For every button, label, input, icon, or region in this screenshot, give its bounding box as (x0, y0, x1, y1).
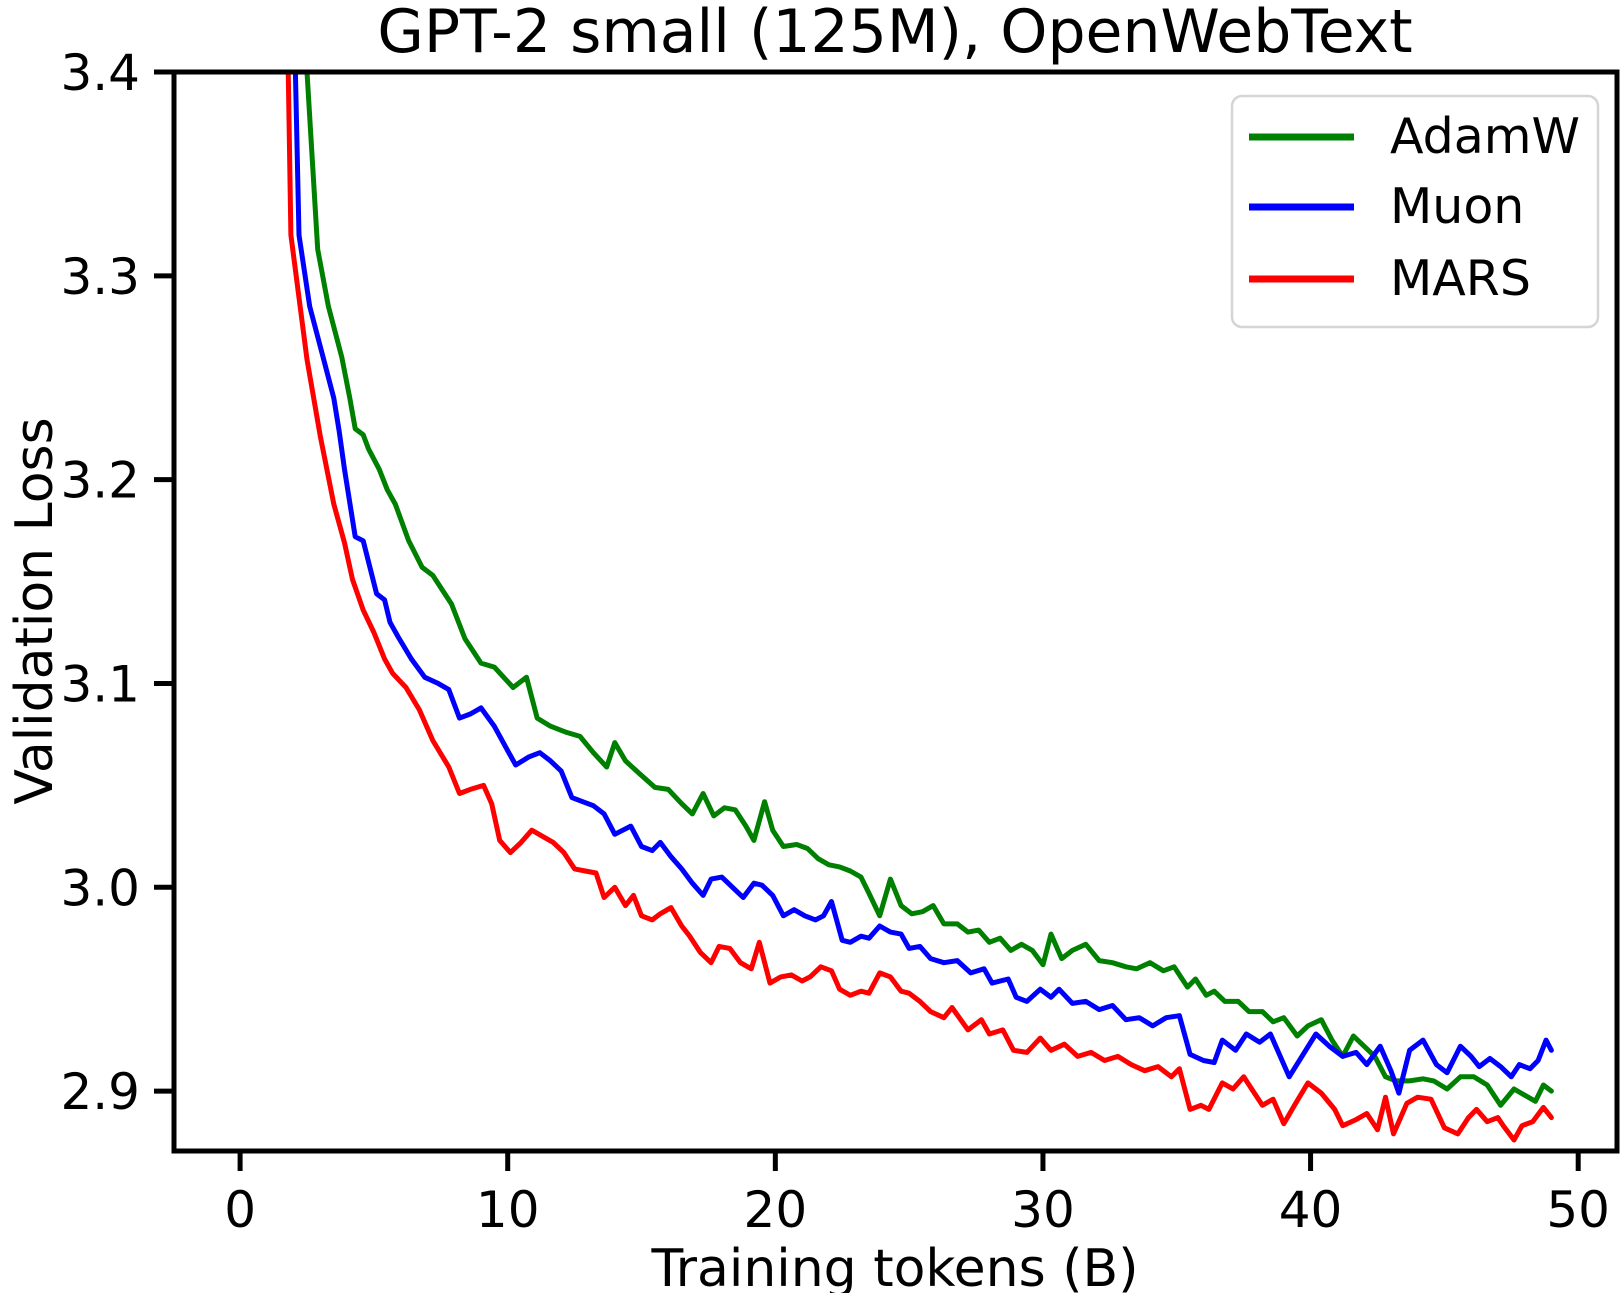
x-tick-label: 30 (1011, 1181, 1075, 1239)
series-line-adamw (304, 72, 1554, 1108)
y-tick-label: 3.4 (60, 44, 140, 102)
x-tick-label: 20 (744, 1181, 808, 1239)
series-line-mars (285, 72, 1554, 1143)
x-tick-label: 40 (1279, 1181, 1343, 1239)
x-axis-label: Training tokens (B) (651, 1239, 1139, 1293)
legend-box (1230, 94, 1600, 329)
series-lines (285, 72, 1554, 1143)
y-tick-label: 3.2 (60, 452, 140, 510)
y-axis-label: Validation Loss (5, 417, 65, 804)
x-axis-ticks: 0 10 20 30 40 50 (224, 1151, 1610, 1239)
y-tick-label: 2.9 (60, 1063, 140, 1121)
legend-label-adamw: AdamW (1390, 108, 1580, 165)
y-tick-label: 3.3 (60, 248, 140, 306)
x-tick-label: 50 (1546, 1181, 1610, 1239)
y-tick-label: 3.1 (60, 655, 140, 713)
legend-label-mars: MARS (1390, 250, 1531, 307)
y-tick-label: 3.0 (60, 859, 140, 917)
x-tick-label: 10 (476, 1181, 540, 1239)
x-tick-label: 0 (224, 1181, 256, 1239)
series-line-muon (292, 72, 1554, 1096)
chart-title: GPT-2 small (125M), OpenWebText (377, 0, 1412, 67)
legend: AdamW Muon MARS (1230, 94, 1600, 329)
plot-frame (171, 69, 1620, 1154)
legend-label-muon: Muon (1390, 178, 1524, 235)
y-axis-ticks: 3.4 3.3 3.2 3.1 3.0 2.9 (60, 44, 174, 1121)
